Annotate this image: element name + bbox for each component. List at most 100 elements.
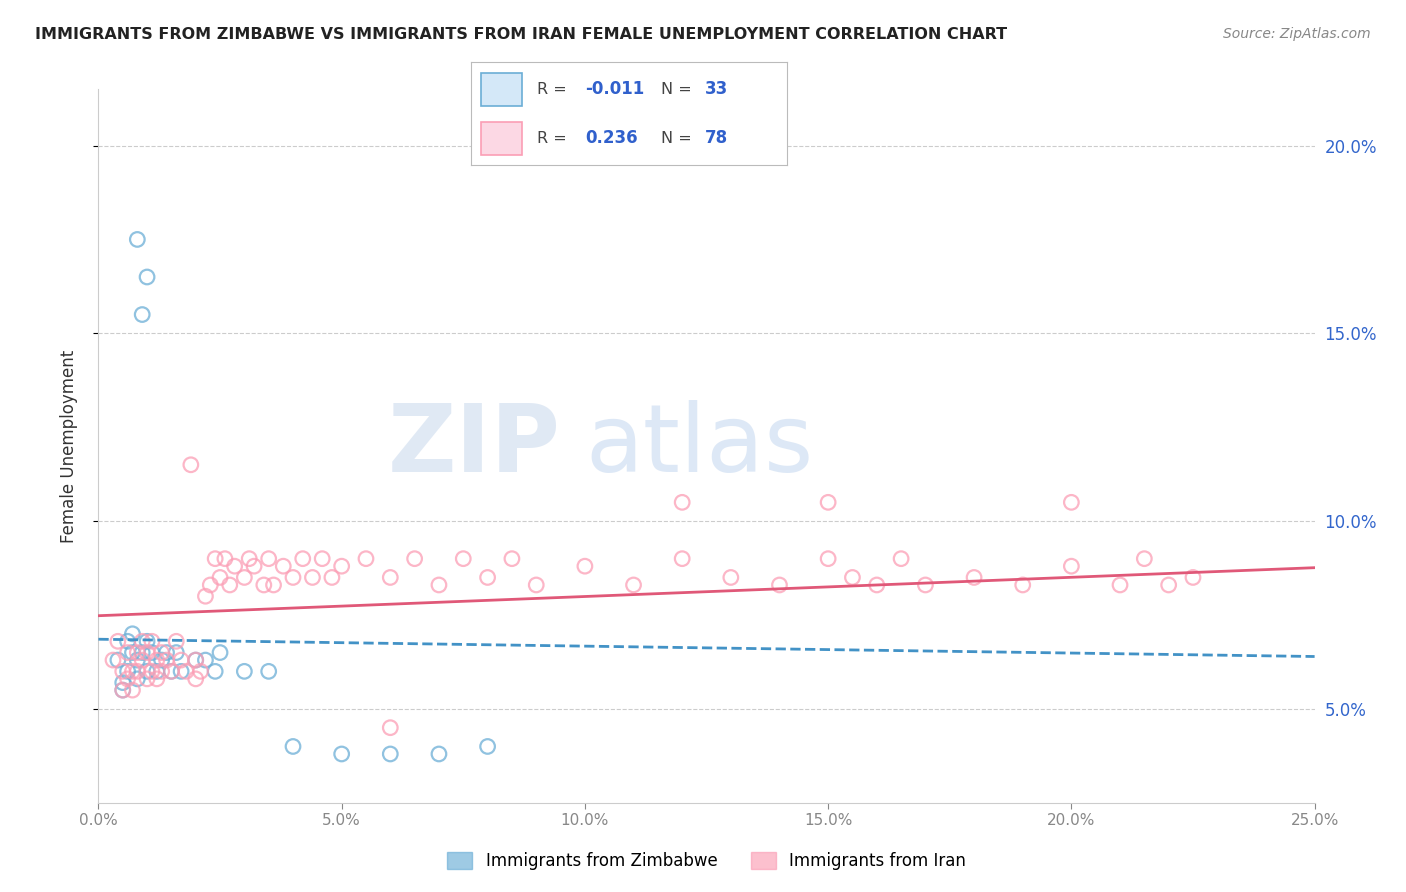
Text: N =: N = xyxy=(661,81,697,96)
Point xyxy=(117,665,139,679)
Point xyxy=(127,646,149,660)
Point xyxy=(184,672,207,686)
Point xyxy=(243,559,266,574)
Point xyxy=(127,232,149,246)
Point xyxy=(170,665,193,679)
Point xyxy=(253,578,276,592)
Point xyxy=(477,570,499,584)
Point xyxy=(165,634,187,648)
Point xyxy=(380,747,402,761)
Point xyxy=(107,653,129,667)
Point xyxy=(111,675,134,690)
Point xyxy=(291,551,314,566)
Point xyxy=(121,683,143,698)
Text: 33: 33 xyxy=(706,80,728,98)
Point xyxy=(141,665,163,679)
Point xyxy=(1182,570,1205,584)
Point xyxy=(141,646,163,660)
Point xyxy=(817,495,839,509)
Point xyxy=(1157,578,1180,592)
Point xyxy=(890,551,912,566)
Point xyxy=(330,559,353,574)
Point xyxy=(453,551,475,566)
Point xyxy=(180,458,202,472)
Point xyxy=(574,559,596,574)
Point xyxy=(209,646,232,660)
Point xyxy=(380,721,402,735)
Point xyxy=(131,653,153,667)
Text: 0.236: 0.236 xyxy=(585,129,637,147)
Point xyxy=(281,739,304,754)
Point xyxy=(1060,495,1083,509)
Point xyxy=(136,270,159,285)
Point xyxy=(146,672,169,686)
Point xyxy=(841,570,863,584)
Point xyxy=(330,747,353,761)
Text: Source: ZipAtlas.com: Source: ZipAtlas.com xyxy=(1223,27,1371,41)
Point xyxy=(111,683,134,698)
Point xyxy=(214,551,236,566)
Point xyxy=(224,559,246,574)
Point xyxy=(218,578,240,592)
Point xyxy=(131,634,153,648)
Point xyxy=(720,570,742,584)
Point xyxy=(321,570,343,584)
Point xyxy=(1060,559,1083,574)
Point xyxy=(524,578,547,592)
Text: atlas: atlas xyxy=(585,400,813,492)
Point xyxy=(160,665,183,679)
Point xyxy=(150,653,173,667)
Text: N =: N = xyxy=(661,131,697,146)
Point xyxy=(209,570,232,584)
Point xyxy=(131,646,153,660)
Text: ZIP: ZIP xyxy=(388,400,561,492)
Legend: Immigrants from Zimbabwe, Immigrants from Iran: Immigrants from Zimbabwe, Immigrants fro… xyxy=(440,845,973,877)
Point xyxy=(204,551,226,566)
Point xyxy=(380,570,402,584)
Point xyxy=(101,653,124,667)
Point xyxy=(121,627,143,641)
Point xyxy=(1011,578,1033,592)
Point xyxy=(263,578,285,592)
Point xyxy=(150,665,173,679)
Point xyxy=(271,559,294,574)
Point xyxy=(127,672,149,686)
Point xyxy=(1109,578,1132,592)
Point xyxy=(623,578,645,592)
Point xyxy=(204,665,226,679)
Point xyxy=(136,665,159,679)
Point xyxy=(301,570,323,584)
Point xyxy=(257,665,280,679)
Point xyxy=(190,665,212,679)
Point xyxy=(311,551,333,566)
Point xyxy=(174,665,197,679)
Point xyxy=(155,653,177,667)
Point xyxy=(136,672,159,686)
Point xyxy=(817,551,839,566)
Point xyxy=(136,646,159,660)
Point xyxy=(257,551,280,566)
Point xyxy=(111,683,134,698)
Text: IMMIGRANTS FROM ZIMBABWE VS IMMIGRANTS FROM IRAN FEMALE UNEMPLOYMENT CORRELATION: IMMIGRANTS FROM ZIMBABWE VS IMMIGRANTS F… xyxy=(35,27,1007,42)
Point xyxy=(127,653,149,667)
Point xyxy=(141,634,163,648)
Point xyxy=(238,551,260,566)
Point xyxy=(194,589,217,603)
Point xyxy=(184,653,207,667)
Point xyxy=(111,665,134,679)
Point xyxy=(150,646,173,660)
Point xyxy=(427,578,450,592)
Text: -0.011: -0.011 xyxy=(585,80,644,98)
Point xyxy=(354,551,377,566)
Point xyxy=(127,665,149,679)
Point xyxy=(146,665,169,679)
Point xyxy=(117,672,139,686)
Point xyxy=(671,551,693,566)
Point xyxy=(404,551,426,566)
Point xyxy=(107,634,129,648)
Point xyxy=(914,578,936,592)
Point xyxy=(427,747,450,761)
Point xyxy=(117,634,139,648)
Point xyxy=(671,495,693,509)
Point xyxy=(117,646,139,660)
